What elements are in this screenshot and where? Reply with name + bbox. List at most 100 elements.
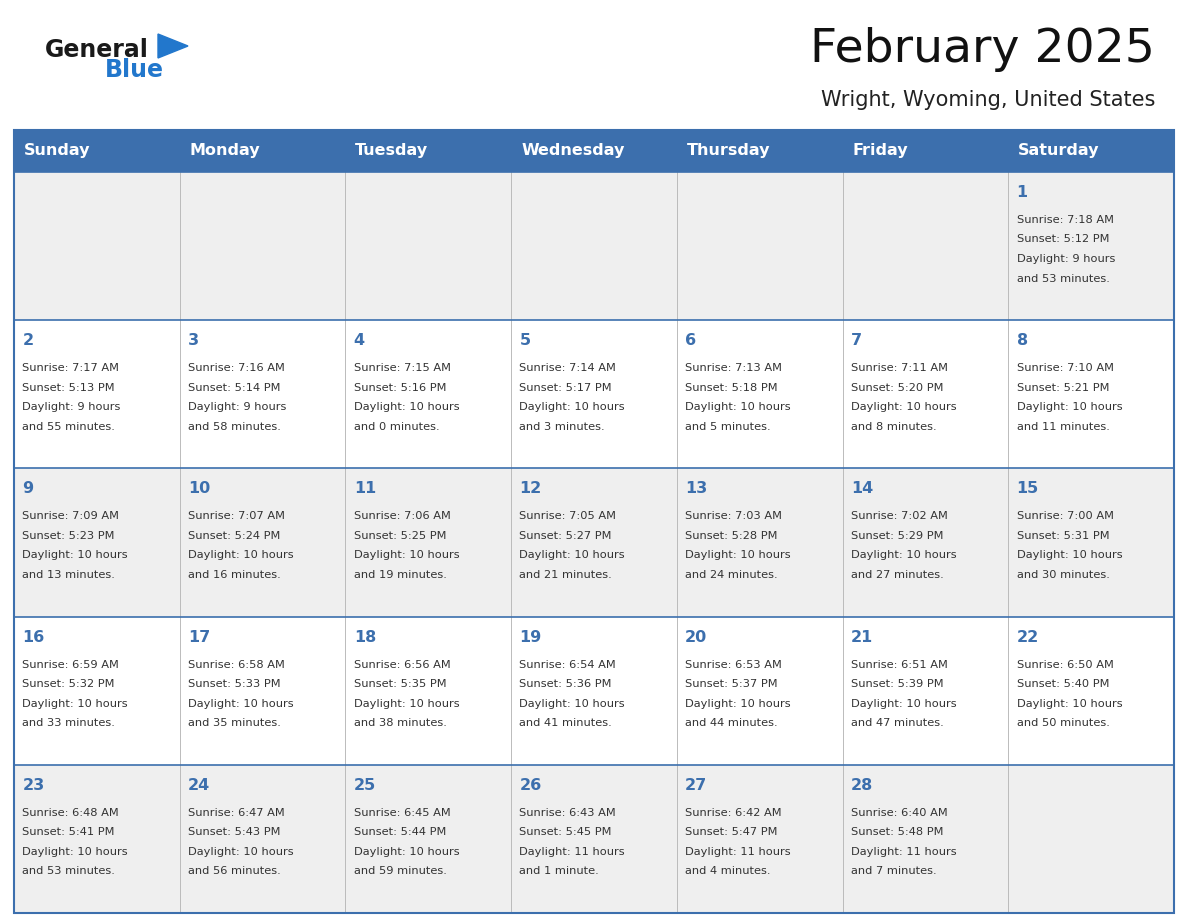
Text: Daylight: 10 hours: Daylight: 10 hours bbox=[188, 846, 293, 856]
Text: 21: 21 bbox=[851, 630, 873, 644]
Text: Sunrise: 6:53 AM: Sunrise: 6:53 AM bbox=[685, 660, 782, 669]
Text: Sunrise: 7:00 AM: Sunrise: 7:00 AM bbox=[1017, 511, 1113, 521]
Text: Sunrise: 7:16 AM: Sunrise: 7:16 AM bbox=[188, 364, 285, 374]
Text: Sunset: 5:27 PM: Sunset: 5:27 PM bbox=[519, 531, 612, 541]
Text: 15: 15 bbox=[1017, 481, 1038, 497]
Text: 28: 28 bbox=[851, 778, 873, 793]
Text: 11: 11 bbox=[354, 481, 375, 497]
Text: and 11 minutes.: and 11 minutes. bbox=[1017, 421, 1110, 431]
Text: Sunrise: 6:59 AM: Sunrise: 6:59 AM bbox=[23, 660, 119, 669]
Text: and 50 minutes.: and 50 minutes. bbox=[1017, 718, 1110, 728]
Bar bbox=[14, 320, 1174, 468]
Text: Monday: Monday bbox=[190, 143, 260, 159]
Text: 1: 1 bbox=[1017, 185, 1028, 200]
Text: Sunset: 5:12 PM: Sunset: 5:12 PM bbox=[1017, 234, 1110, 244]
Bar bbox=[14, 130, 1174, 172]
Text: and 38 minutes.: and 38 minutes. bbox=[354, 718, 447, 728]
Text: Sunset: 5:18 PM: Sunset: 5:18 PM bbox=[685, 383, 778, 393]
Text: Sunday: Sunday bbox=[24, 143, 90, 159]
Text: Sunset: 5:45 PM: Sunset: 5:45 PM bbox=[519, 827, 612, 837]
Text: Daylight: 10 hours: Daylight: 10 hours bbox=[1017, 402, 1123, 412]
Text: Sunset: 5:48 PM: Sunset: 5:48 PM bbox=[851, 827, 943, 837]
Text: Sunrise: 7:05 AM: Sunrise: 7:05 AM bbox=[519, 511, 617, 521]
Bar bbox=[14, 130, 1174, 913]
Text: Sunset: 5:35 PM: Sunset: 5:35 PM bbox=[354, 679, 447, 689]
Text: Sunrise: 7:03 AM: Sunrise: 7:03 AM bbox=[685, 511, 782, 521]
Text: 5: 5 bbox=[519, 333, 531, 348]
Text: and 0 minutes.: and 0 minutes. bbox=[354, 421, 440, 431]
Text: Sunrise: 6:48 AM: Sunrise: 6:48 AM bbox=[23, 808, 119, 818]
Text: Daylight: 10 hours: Daylight: 10 hours bbox=[23, 551, 128, 560]
Text: Daylight: 10 hours: Daylight: 10 hours bbox=[685, 699, 791, 709]
Text: and 44 minutes.: and 44 minutes. bbox=[685, 718, 778, 728]
Text: Sunset: 5:32 PM: Sunset: 5:32 PM bbox=[23, 679, 115, 689]
Text: Daylight: 10 hours: Daylight: 10 hours bbox=[354, 699, 460, 709]
Text: Daylight: 10 hours: Daylight: 10 hours bbox=[519, 699, 625, 709]
Text: 22: 22 bbox=[1017, 630, 1038, 644]
Text: Sunset: 5:39 PM: Sunset: 5:39 PM bbox=[851, 679, 943, 689]
Text: Daylight: 10 hours: Daylight: 10 hours bbox=[851, 699, 956, 709]
Text: 16: 16 bbox=[23, 630, 44, 644]
Text: Daylight: 9 hours: Daylight: 9 hours bbox=[188, 402, 286, 412]
Text: Sunrise: 6:43 AM: Sunrise: 6:43 AM bbox=[519, 808, 617, 818]
Text: Sunset: 5:14 PM: Sunset: 5:14 PM bbox=[188, 383, 280, 393]
Text: Tuesday: Tuesday bbox=[355, 143, 429, 159]
Text: 23: 23 bbox=[23, 778, 44, 793]
Text: 19: 19 bbox=[519, 630, 542, 644]
Text: 7: 7 bbox=[851, 333, 862, 348]
Text: and 56 minutes.: and 56 minutes. bbox=[188, 867, 280, 877]
Text: Daylight: 10 hours: Daylight: 10 hours bbox=[354, 846, 460, 856]
Text: and 19 minutes.: and 19 minutes. bbox=[354, 570, 447, 580]
Text: and 24 minutes.: and 24 minutes. bbox=[685, 570, 778, 580]
Text: Daylight: 10 hours: Daylight: 10 hours bbox=[685, 551, 791, 560]
Text: Sunset: 5:31 PM: Sunset: 5:31 PM bbox=[1017, 531, 1110, 541]
Text: Sunset: 5:21 PM: Sunset: 5:21 PM bbox=[1017, 383, 1110, 393]
Text: Sunrise: 7:06 AM: Sunrise: 7:06 AM bbox=[354, 511, 450, 521]
Text: Sunrise: 6:51 AM: Sunrise: 6:51 AM bbox=[851, 660, 948, 669]
Text: and 16 minutes.: and 16 minutes. bbox=[188, 570, 280, 580]
Text: 17: 17 bbox=[188, 630, 210, 644]
Text: Sunset: 5:20 PM: Sunset: 5:20 PM bbox=[851, 383, 943, 393]
Text: Sunset: 5:25 PM: Sunset: 5:25 PM bbox=[354, 531, 447, 541]
Text: Sunset: 5:36 PM: Sunset: 5:36 PM bbox=[519, 679, 612, 689]
Text: and 7 minutes.: and 7 minutes. bbox=[851, 867, 936, 877]
Text: Sunset: 5:17 PM: Sunset: 5:17 PM bbox=[519, 383, 612, 393]
Text: and 3 minutes.: and 3 minutes. bbox=[519, 421, 605, 431]
Text: 18: 18 bbox=[354, 630, 375, 644]
Text: Sunrise: 7:15 AM: Sunrise: 7:15 AM bbox=[354, 364, 450, 374]
Text: 13: 13 bbox=[685, 481, 707, 497]
Text: Sunrise: 6:47 AM: Sunrise: 6:47 AM bbox=[188, 808, 285, 818]
Text: Daylight: 10 hours: Daylight: 10 hours bbox=[188, 699, 293, 709]
Text: Daylight: 10 hours: Daylight: 10 hours bbox=[1017, 551, 1123, 560]
Text: Sunrise: 6:42 AM: Sunrise: 6:42 AM bbox=[685, 808, 782, 818]
Text: Daylight: 10 hours: Daylight: 10 hours bbox=[1017, 699, 1123, 709]
Text: General: General bbox=[45, 38, 148, 62]
Text: Sunset: 5:40 PM: Sunset: 5:40 PM bbox=[1017, 679, 1110, 689]
Text: Sunset: 5:24 PM: Sunset: 5:24 PM bbox=[188, 531, 280, 541]
Text: Sunset: 5:23 PM: Sunset: 5:23 PM bbox=[23, 531, 115, 541]
Text: 8: 8 bbox=[1017, 333, 1028, 348]
Text: Daylight: 11 hours: Daylight: 11 hours bbox=[685, 846, 791, 856]
Text: Daylight: 11 hours: Daylight: 11 hours bbox=[519, 846, 625, 856]
Text: Sunset: 5:13 PM: Sunset: 5:13 PM bbox=[23, 383, 115, 393]
Text: Sunset: 5:28 PM: Sunset: 5:28 PM bbox=[685, 531, 778, 541]
Text: and 35 minutes.: and 35 minutes. bbox=[188, 718, 280, 728]
Text: and 21 minutes.: and 21 minutes. bbox=[519, 570, 612, 580]
Text: Thursday: Thursday bbox=[687, 143, 770, 159]
Text: Sunrise: 6:50 AM: Sunrise: 6:50 AM bbox=[1017, 660, 1113, 669]
Text: 20: 20 bbox=[685, 630, 707, 644]
Text: Sunrise: 7:11 AM: Sunrise: 7:11 AM bbox=[851, 364, 948, 374]
Text: and 13 minutes.: and 13 minutes. bbox=[23, 570, 115, 580]
Text: Daylight: 10 hours: Daylight: 10 hours bbox=[519, 551, 625, 560]
Text: Sunrise: 7:09 AM: Sunrise: 7:09 AM bbox=[23, 511, 119, 521]
Text: Sunrise: 6:56 AM: Sunrise: 6:56 AM bbox=[354, 660, 450, 669]
Text: February 2025: February 2025 bbox=[810, 28, 1155, 73]
Text: Wednesday: Wednesday bbox=[522, 143, 625, 159]
Text: Daylight: 10 hours: Daylight: 10 hours bbox=[23, 699, 128, 709]
Text: and 58 minutes.: and 58 minutes. bbox=[188, 421, 280, 431]
Text: Sunrise: 6:58 AM: Sunrise: 6:58 AM bbox=[188, 660, 285, 669]
Text: Sunset: 5:41 PM: Sunset: 5:41 PM bbox=[23, 827, 115, 837]
Text: Sunrise: 6:45 AM: Sunrise: 6:45 AM bbox=[354, 808, 450, 818]
Text: Sunset: 5:47 PM: Sunset: 5:47 PM bbox=[685, 827, 778, 837]
Text: Sunrise: 7:18 AM: Sunrise: 7:18 AM bbox=[1017, 215, 1113, 225]
